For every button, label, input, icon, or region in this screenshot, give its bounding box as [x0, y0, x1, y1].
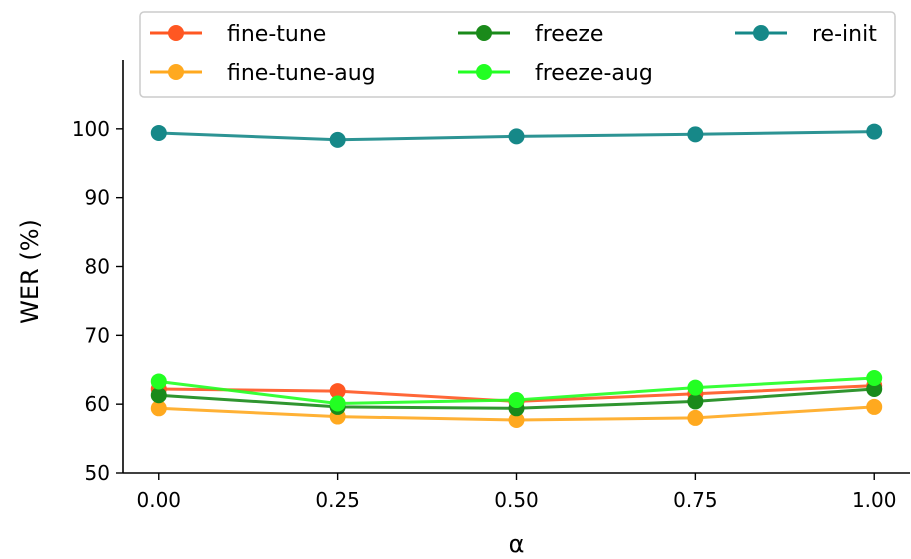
x-tick-label: 0.50 [494, 488, 539, 512]
series-lines [150, 123, 883, 428]
data-point-re-init [508, 128, 525, 145]
x-tick-label: 1.00 [852, 488, 897, 512]
legend-item-fine-tune: fine-tune [150, 22, 326, 47]
y-tick-label: 60 [85, 392, 110, 416]
data-point-re-init [687, 126, 704, 143]
legend-label: fine-tune [227, 22, 326, 47]
data-point-freeze-aug [866, 370, 883, 387]
legend-label: freeze-aug [535, 61, 653, 86]
legend-item-fine-tune-aug: fine-tune-aug [150, 61, 376, 86]
data-point-freeze [866, 381, 883, 398]
data-point-fine-tune-aug [866, 398, 883, 415]
legend-swatch-marker [753, 25, 769, 41]
data-point-fine-tune [329, 383, 346, 400]
y-tick-label: 50 [85, 461, 110, 485]
data-point-re-init [329, 131, 346, 148]
legend: fine-tune fine-tune-aug freeze freeze-aug re… [139, 11, 896, 98]
data-point-freeze-aug [687, 379, 704, 396]
x-tick-label: 0.00 [137, 488, 182, 512]
data-point-freeze-aug [508, 392, 525, 409]
legend-label: freeze [535, 22, 603, 47]
data-point-re-init [150, 124, 167, 141]
data-point-freeze [687, 393, 704, 410]
data-point-freeze-aug [329, 395, 346, 412]
legend-swatch-marker [168, 64, 184, 80]
data-point-fine-tune-aug [687, 409, 704, 426]
y-tick-label: 90 [85, 186, 110, 210]
x-axis-label: α [509, 530, 525, 558]
x-axis-ticks: 0.00 0.25 0.50 0.75 1.00 [137, 473, 897, 512]
series-freeze-aug [150, 370, 883, 412]
legend-swatch-marker [476, 25, 492, 41]
legend-swatch-marker [476, 64, 492, 80]
series-fine-tune-aug [150, 398, 883, 428]
y-tick-label: 70 [85, 323, 110, 347]
x-tick-label: 0.75 [673, 488, 718, 512]
legend-label: re-init [812, 22, 877, 47]
legend-item-freeze-aug: freeze-aug [458, 61, 653, 86]
data-point-fine-tune-aug [150, 400, 167, 417]
data-point-fine-tune-aug [508, 411, 525, 428]
legend-item-re-init: re-init [735, 22, 877, 47]
y-tick-label: 100 [72, 117, 110, 141]
data-point-freeze [150, 387, 167, 404]
y-tick-label: 80 [85, 255, 110, 279]
series-re-init [150, 123, 883, 148]
legend-swatch-marker [168, 25, 184, 41]
y-axis-label: WER (%) [16, 219, 44, 324]
data-point-re-init [866, 123, 883, 140]
legend-item-freeze: freeze [458, 22, 603, 47]
data-point-freeze-aug [150, 373, 167, 390]
x-tick-label: 0.25 [315, 488, 360, 512]
legend-frame [139, 11, 896, 98]
y-axis-ticks: 50 60 70 80 90 100 [72, 117, 123, 485]
legend-label: fine-tune-aug [227, 61, 376, 86]
